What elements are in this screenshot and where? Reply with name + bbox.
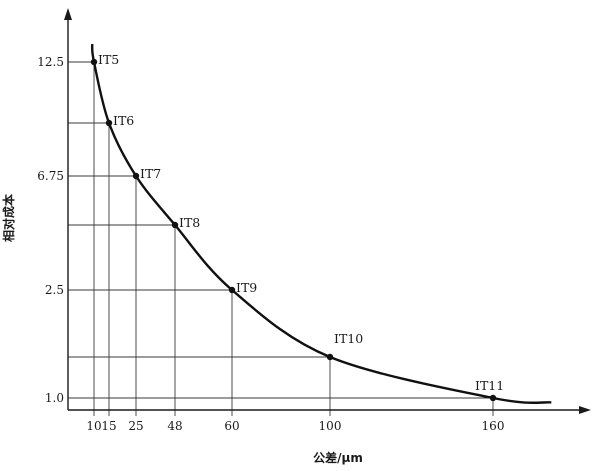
cost-curve (90, 43, 552, 404)
point-it7 (132, 172, 140, 180)
y-tick-label-1: 12.5 (37, 55, 64, 69)
point-label-it9: IT9 (236, 280, 257, 295)
point-label-it10: IT10 (334, 331, 363, 346)
point-it11 (489, 394, 497, 402)
y-tick-label-2: 6.75 (37, 169, 64, 183)
x-tick-label-7: 160 (482, 419, 505, 433)
y-tick-label-3: 2.5 (45, 283, 64, 297)
point-it10 (326, 353, 334, 361)
x-tick-label-5: 60 (224, 419, 239, 433)
point-label-it11: IT11 (475, 378, 504, 393)
y-axis-arrow (64, 8, 72, 20)
x-axis-arrow (579, 406, 591, 414)
point-label-it7: IT7 (140, 166, 161, 181)
y-axis-title: 相对成本 (1, 194, 16, 242)
guide-lines (68, 61, 494, 416)
x-axis-title: 公差/μm (313, 450, 363, 465)
x-tick-label-4: 48 (167, 419, 182, 433)
point-label-it8: IT8 (179, 215, 200, 230)
point-label-it5: IT5 (98, 52, 119, 67)
point-it8 (171, 221, 179, 229)
point-it9 (228, 286, 236, 294)
y-tick-labels: 12.5 6.75 2.5 1.0 (37, 55, 64, 405)
x-tick-label-1: 10 (86, 419, 101, 433)
point-it6 (105, 119, 113, 127)
point-it5 (90, 58, 98, 66)
x-tick-labels: 10 15 25 48 60 100 160 (86, 419, 504, 433)
point-labels: IT5 IT6 IT7 IT8 IT9 IT10 IT11 (98, 52, 504, 393)
point-label-it6: IT6 (113, 113, 134, 128)
x-tick-label-3: 25 (128, 419, 143, 433)
x-tick-label-6: 100 (319, 419, 342, 433)
axes (64, 8, 591, 414)
x-tick-label-2: 15 (101, 419, 116, 433)
data-points (90, 58, 497, 402)
y-tick-label-4: 1.0 (45, 391, 64, 405)
